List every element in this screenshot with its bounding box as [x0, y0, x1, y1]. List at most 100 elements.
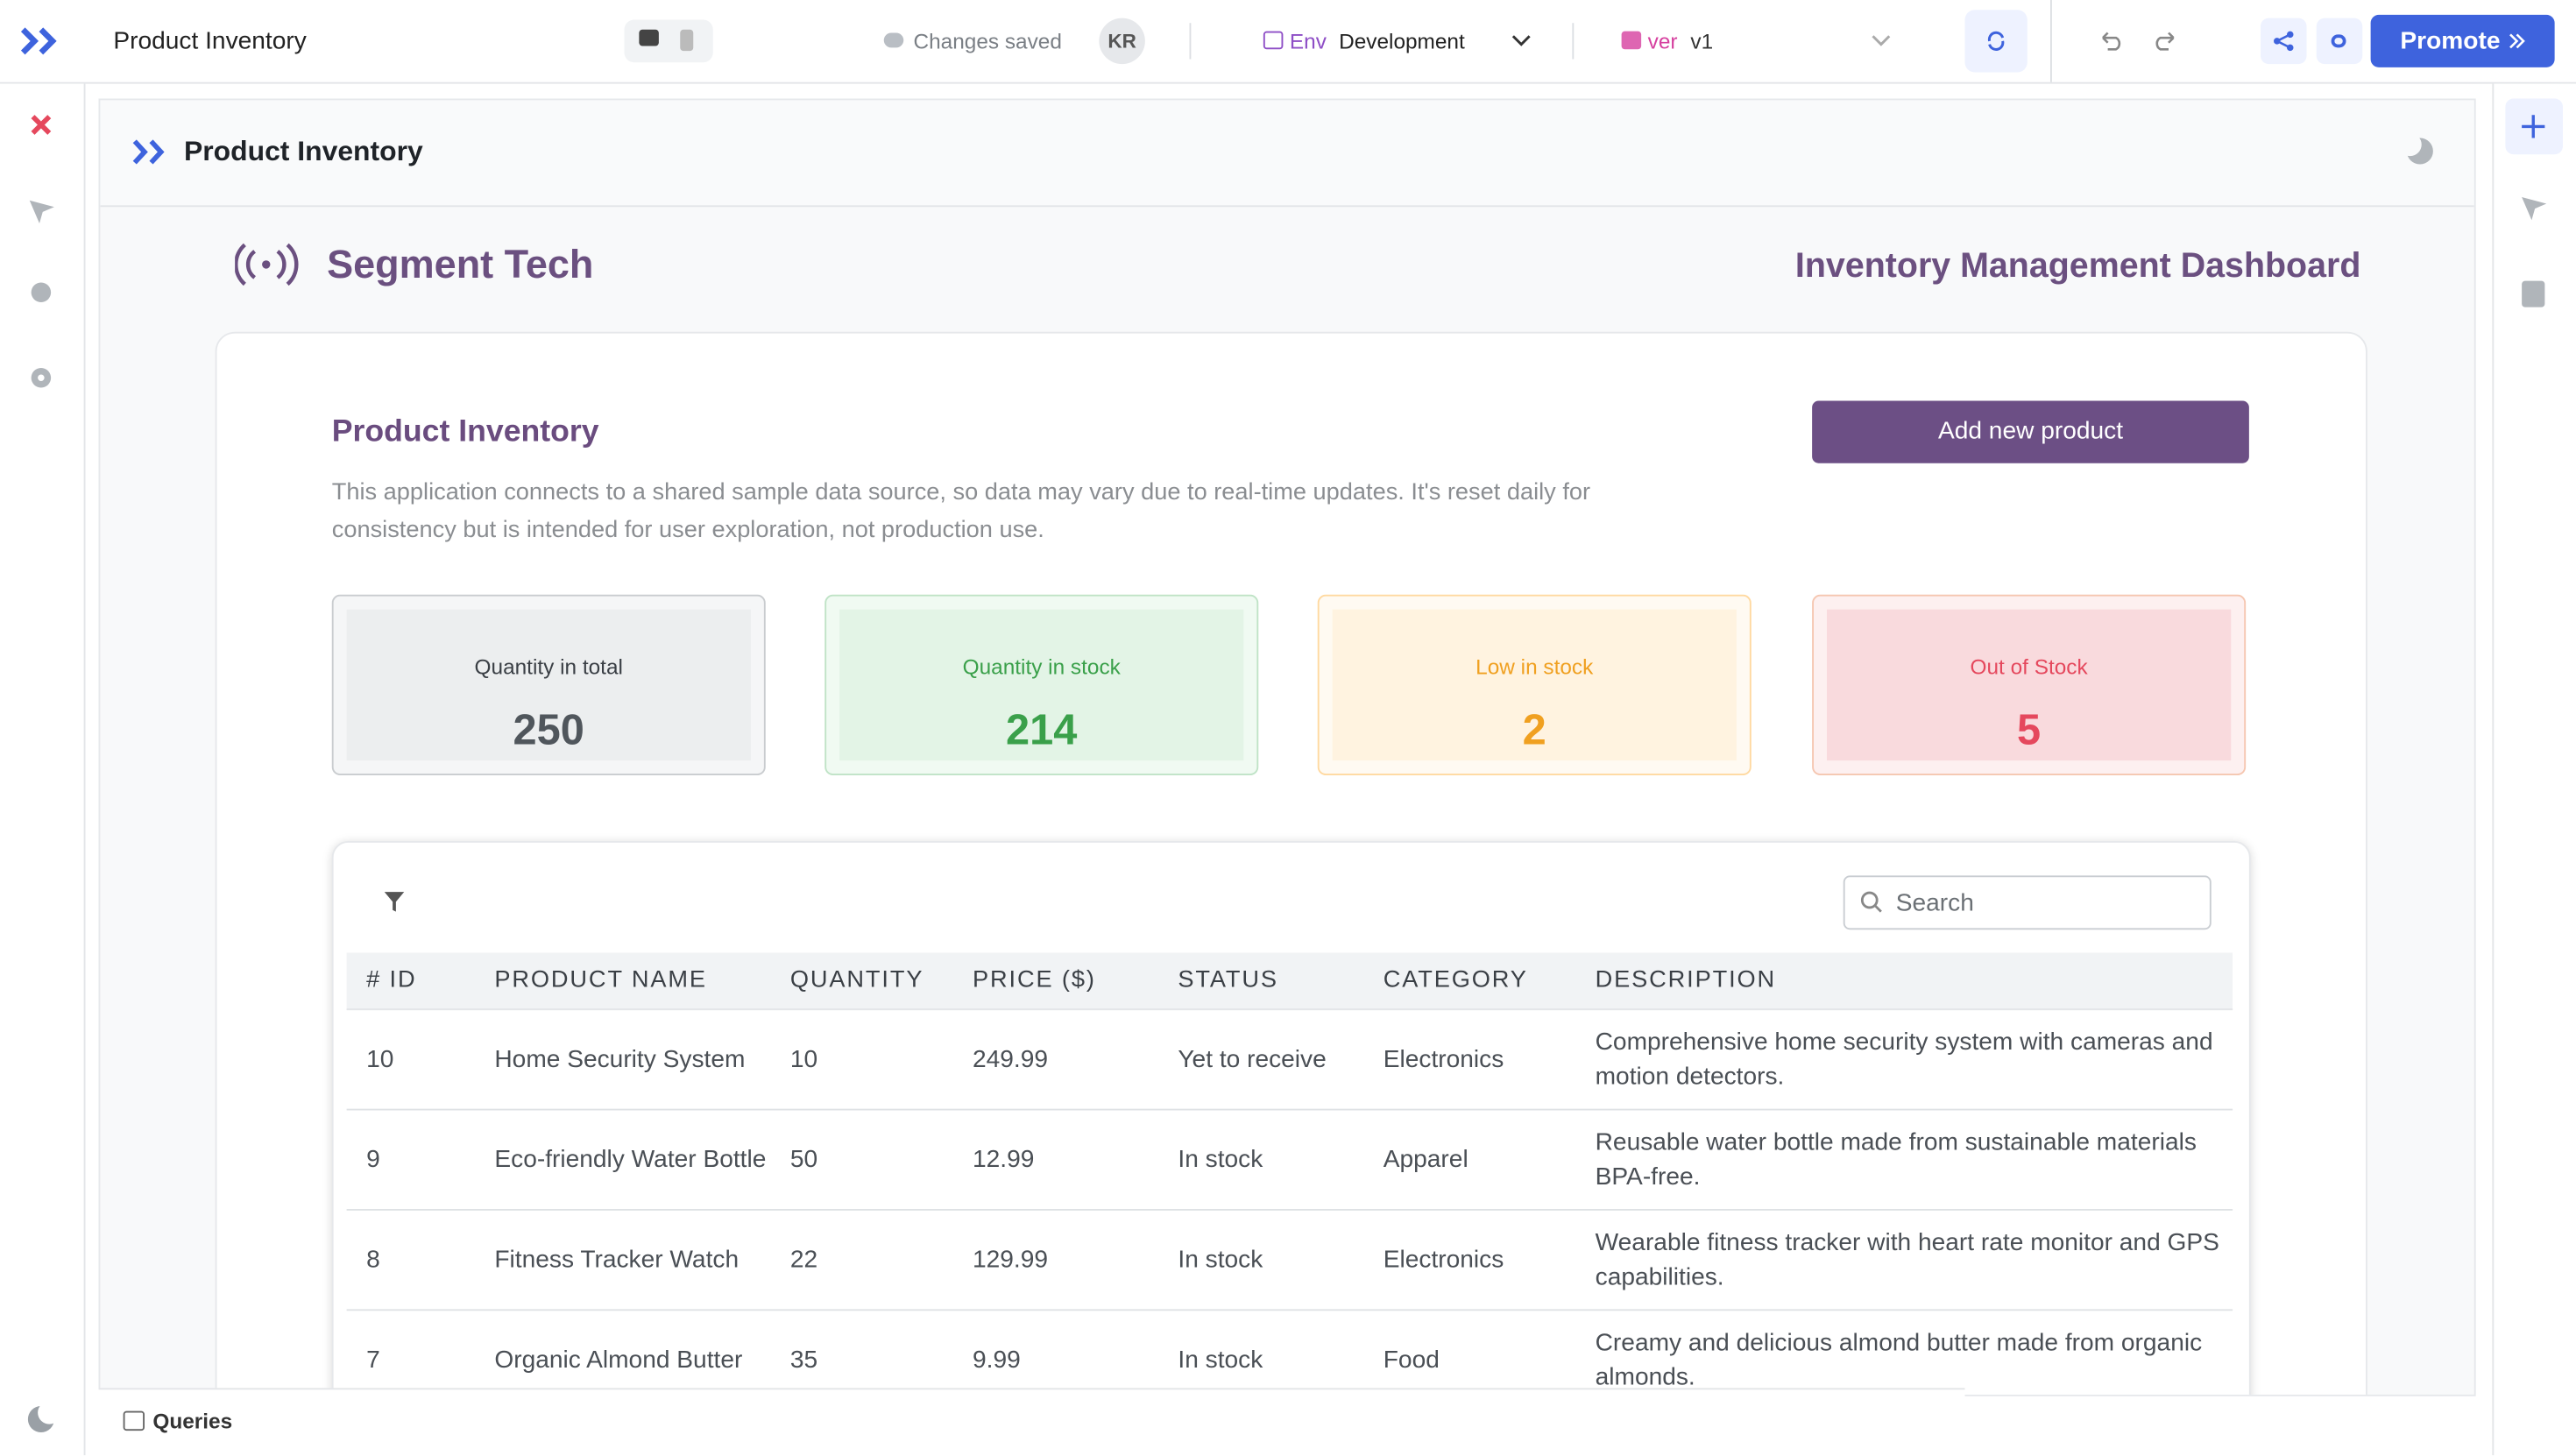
stat-label: Quantity in total: [474, 654, 623, 680]
table-cell: 10: [789, 1045, 818, 1074]
table-cell: Electronics: [1383, 1045, 1504, 1074]
table-cell: In stock: [1178, 1246, 1263, 1275]
chevron[interactable]: [1870, 33, 1893, 50]
mobile-icon[interactable]: [680, 29, 694, 52]
table-cell: In stock: [1178, 1145, 1263, 1174]
table-card: [331, 841, 2251, 1395]
table-cell: Electronics: [1383, 1246, 1504, 1275]
queries-label[interactable]: Queries: [152, 1408, 233, 1433]
stat-card-inner: Quantity in stock 214: [839, 609, 1244, 761]
table-cell: In stock: [1178, 1346, 1263, 1375]
canvas-header: [100, 100, 2474, 208]
desktop-icon[interactable]: [639, 29, 659, 46]
table-cell: Apparel: [1383, 1145, 1468, 1174]
search-box[interactable]: [1843, 875, 2212, 930]
search-icon: [1860, 891, 1882, 913]
sidebar-icons[interactable]: [28, 112, 58, 441]
column-header: PRICE ($): [973, 966, 1096, 993]
canvas-title: Product Inventory: [184, 135, 423, 167]
stat-card: Out of Stock 5: [1812, 594, 2247, 775]
version-label: ver: [1647, 28, 1678, 53]
stat-card: Low in stock 2: [1317, 594, 1752, 775]
sync-button[interactable]: [1964, 10, 2028, 73]
stat-card-inner: Low in stock 2: [1332, 609, 1737, 761]
brand-name: Segment Tech: [327, 243, 594, 288]
stat-card-inner: Quantity in total 250: [346, 609, 751, 761]
stat-label: Low in stock: [1476, 654, 1594, 680]
row-divider: [346, 1209, 2233, 1211]
table-header: [346, 952, 2233, 1011]
device-toggle[interactable]: [624, 19, 713, 63]
separator: [1572, 23, 1575, 60]
column-header: DESCRIPTION: [1595, 966, 1777, 993]
column-header: PRODUCT NAME: [494, 966, 707, 993]
column-header: # ID: [366, 966, 417, 993]
column-header: STATUS: [1178, 966, 1278, 993]
table-cell: 50: [789, 1145, 818, 1174]
section-title: Product Inventory: [331, 414, 599, 449]
filter-icon[interactable]: [383, 890, 406, 913]
logo: [20, 27, 57, 55]
env-value[interactable]: Development: [1339, 28, 1465, 53]
bottom-panel: [98, 1388, 1965, 1456]
cloud-icon: [883, 32, 904, 48]
stat-label: Quantity in stock: [962, 654, 1121, 680]
description: This application connects to a shared sa…: [331, 479, 1591, 543]
env-label: Env: [1289, 28, 1327, 53]
canvas: Product Inventory Segment Tech Inventory…: [98, 98, 2476, 1396]
table-cell: Comprehensive home security system with …: [1595, 1028, 2213, 1091]
theme-toggle-shape: [38, 1401, 61, 1424]
table-cell: 8: [366, 1246, 380, 1275]
stat-value: 214: [1006, 704, 1078, 754]
right-sidebar: [2492, 83, 2576, 1456]
sync-icon: [1987, 31, 2005, 51]
avatar[interactable]: KR: [1099, 18, 1145, 65]
search-placeholder[interactable]: Search: [1895, 889, 1974, 918]
table-cell: 10: [366, 1045, 394, 1074]
table-cell: 129.99: [973, 1246, 1049, 1275]
env-icon: [1263, 31, 1284, 50]
table-cell: Home Security System: [494, 1045, 746, 1074]
table-cell: Organic Almond Butter: [494, 1346, 743, 1375]
row-divider: [346, 1309, 2233, 1311]
preview-icon: [2331, 34, 2346, 48]
chevron[interactable]: [1510, 33, 1532, 50]
separator: [1189, 23, 1192, 60]
row-divider: [346, 1108, 2233, 1111]
stat-label: Out of Stock: [1970, 654, 2088, 680]
table-cell: Fitness Tracker Watch: [494, 1246, 740, 1275]
promote-label[interactable]: Promote: [2400, 26, 2501, 55]
share-button[interactable]: [2261, 18, 2307, 65]
undo-redo[interactable]: [2098, 30, 2180, 53]
save-status: Changes saved: [913, 28, 1062, 53]
separator: [2050, 0, 2052, 82]
right-icons[interactable]: [2518, 112, 2548, 309]
stat-value: 250: [513, 704, 584, 754]
stat-card-inner: Out of Stock 5: [1827, 609, 2232, 761]
column-header: QUANTITY: [789, 966, 924, 993]
share-icon: [2274, 31, 2294, 52]
stat-value: 2: [1522, 704, 1546, 754]
stat-card: Quantity in total 250: [331, 594, 766, 775]
column-header: CATEGORY: [1383, 966, 1528, 993]
version-value[interactable]: v1: [1690, 28, 1714, 53]
app-name: Product Inventory: [113, 26, 307, 55]
canvas-theme-shape: [2398, 132, 2422, 157]
promote-icon: [2509, 33, 2525, 49]
add-product-button[interactable]: Add new product: [1812, 400, 2249, 463]
table-cell: Creamy and delicious almond butter made …: [1595, 1328, 2203, 1392]
canvas-logo: [132, 139, 165, 165]
dashboard-title: Inventory Management Dashboard: [1794, 247, 2361, 286]
stat-card: Quantity in stock 214: [824, 594, 1259, 775]
version-icon: [1621, 31, 1642, 50]
table-cell: 12.99: [973, 1145, 1035, 1174]
table-cell: Wearable fitness tracker with heart rate…: [1595, 1228, 2219, 1291]
table-cell: 9.99: [973, 1346, 1021, 1375]
top-bar: [0, 0, 2576, 84]
queries-icon: [123, 1410, 145, 1431]
left-sidebar: [0, 83, 86, 1456]
stat-value: 5: [2017, 704, 2042, 754]
table-cell: 7: [366, 1346, 380, 1375]
